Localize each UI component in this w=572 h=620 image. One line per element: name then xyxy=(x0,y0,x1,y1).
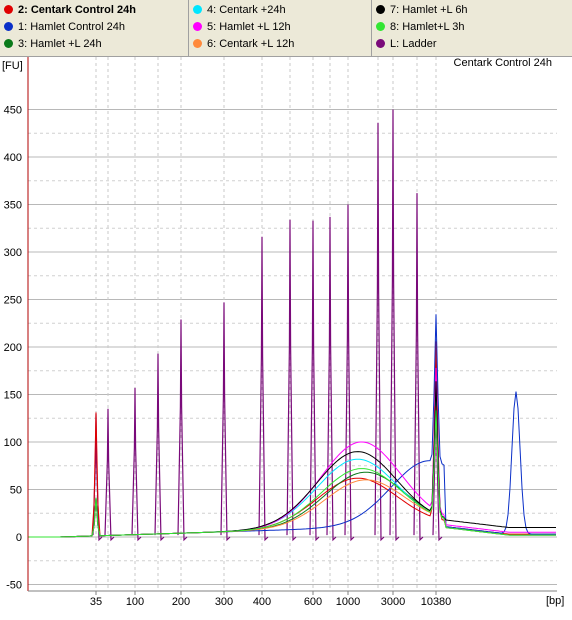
ladder-peak xyxy=(413,193,424,542)
legend-marker-icon xyxy=(4,22,13,31)
legend-marker-icon xyxy=(193,5,202,14)
sample-title: Centark Control 24h xyxy=(454,57,552,69)
ladder-peak xyxy=(220,302,231,542)
ladder-peak xyxy=(389,109,400,542)
ladder-peak xyxy=(154,353,165,542)
ladder-peak xyxy=(286,219,297,542)
ladder-peak xyxy=(326,216,337,542)
legend-marker-icon xyxy=(376,39,385,48)
legend-item[interactable]: 3: Hamlet +L 24h xyxy=(4,38,102,52)
legend-marker-icon xyxy=(376,5,385,14)
x-tick-label: 400 xyxy=(253,596,271,608)
ladder-peak xyxy=(309,220,320,542)
legend-item[interactable]: 8: Hamlet+L 3h xyxy=(376,21,465,35)
x-tick-label: 35 xyxy=(90,596,102,608)
y-tick-label: 0 xyxy=(16,532,22,544)
x-tick-label: 200 xyxy=(172,596,190,608)
y-tick-label: 350 xyxy=(4,200,22,212)
y-tick-label: 450 xyxy=(4,105,22,117)
x-tick-label: 300 xyxy=(215,596,233,608)
ladder-peak xyxy=(344,204,355,542)
legend-column-3: 7: Hamlet +L 6h 8: Hamlet+L 3h L: Ladder xyxy=(371,0,572,57)
electropherogram-chart[interactable]: -50 0 50 100 150 200 250 300 350 400 450 35 100 200 30… xyxy=(0,57,572,620)
x-tick-label: 3000 xyxy=(381,596,405,608)
legend-item[interactable]: 1: Hamlet Control 24h xyxy=(4,21,125,35)
legend-column-2: 4: Centark +24h 5: Hamlet +L 12h 6: Cent… xyxy=(188,0,371,57)
legend-item[interactable]: 7: Hamlet +L 6h xyxy=(376,4,468,18)
traces xyxy=(28,109,556,542)
y-tick-label: 200 xyxy=(4,342,22,354)
ladder-peak xyxy=(177,319,188,542)
y-tick-label: 100 xyxy=(4,437,22,449)
legend-item[interactable]: L: Ladder xyxy=(376,38,436,52)
x-tick-label: 600 xyxy=(304,596,322,608)
legend-item[interactable]: 4: Centark +24h xyxy=(193,4,286,18)
axes: -50 0 50 100 150 200 250 300 350 400 450 35 100 200 30… xyxy=(4,57,557,608)
y-tick-label: -50 xyxy=(6,580,22,592)
legend-item[interactable]: 6: Centark +L 12h xyxy=(193,38,294,52)
legend-marker-icon xyxy=(193,39,202,48)
y-axis-unit: [FU] xyxy=(2,60,23,72)
legend: 2: Centark Control 24h 1: Hamlet Control… xyxy=(0,0,572,57)
x-axis-unit: [bp] xyxy=(546,595,564,607)
x-tick-label: 10380 xyxy=(421,596,452,608)
ladder-peak xyxy=(258,236,269,542)
legend-column-1: 2: Centark Control 24h 1: Hamlet Control… xyxy=(0,0,188,57)
y-tick-label: 300 xyxy=(4,247,22,259)
y-tick-label: 400 xyxy=(4,152,22,164)
legend-marker-icon xyxy=(376,22,385,31)
x-tick-label: 100 xyxy=(126,596,144,608)
legend-item[interactable]: 2: Centark Control 24h xyxy=(4,4,136,18)
legend-item[interactable]: 5: Hamlet +L 12h xyxy=(193,21,291,35)
sample-trace xyxy=(28,410,556,538)
y-tick-label: 250 xyxy=(4,295,22,307)
legend-marker-icon xyxy=(193,22,202,31)
ladder-peak xyxy=(104,408,115,542)
y-tick-label: 50 xyxy=(10,485,22,497)
legend-marker-icon xyxy=(4,5,13,14)
ladder-peak xyxy=(374,122,385,542)
ladder-peak xyxy=(131,387,142,542)
x-tick-label: 1000 xyxy=(336,596,360,608)
legend-marker-icon xyxy=(4,39,13,48)
y-tick-label: 150 xyxy=(4,390,22,402)
